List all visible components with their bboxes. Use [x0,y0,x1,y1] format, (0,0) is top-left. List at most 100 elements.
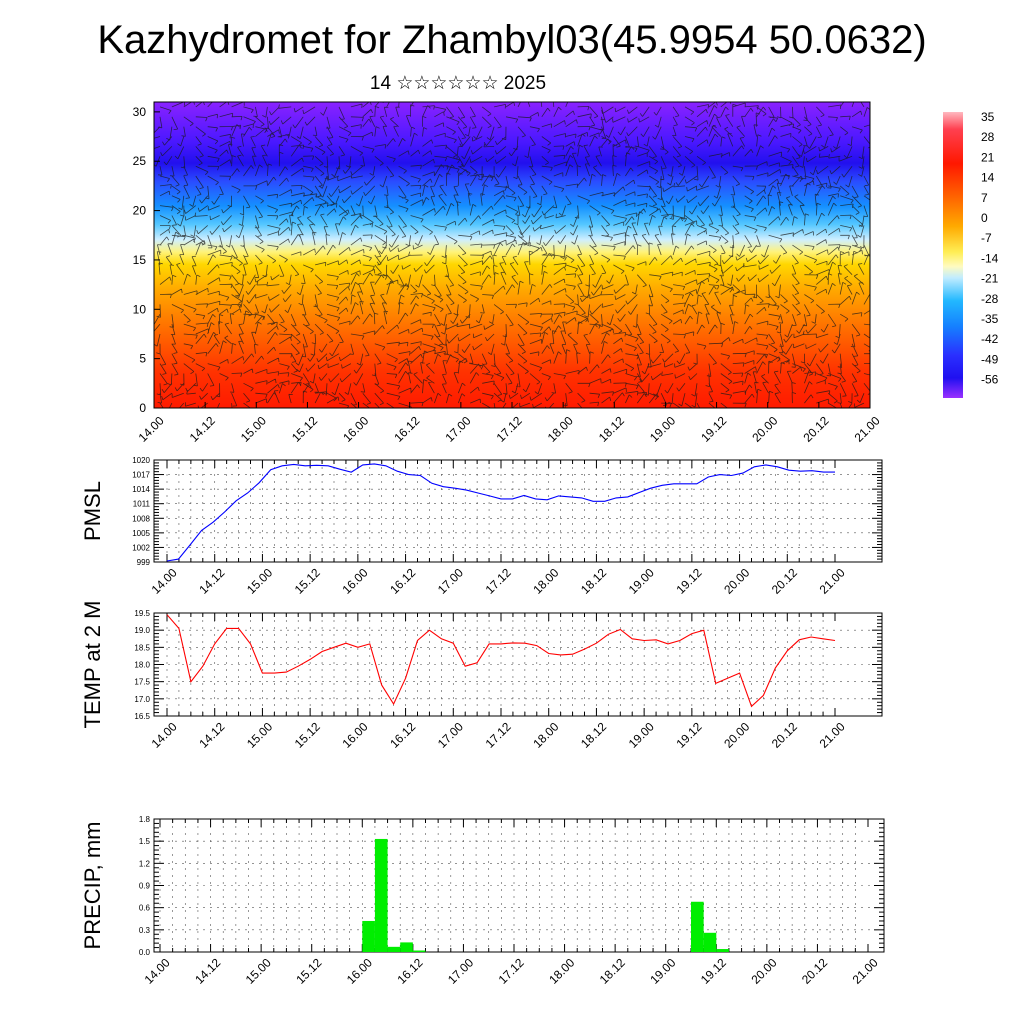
x-tick-label: 21.00 [817,719,848,750]
y-tick-label: 1.5 [139,837,151,846]
precip-bar [716,949,729,952]
x-tick-label: 20.12 [799,955,830,986]
panel-frame [153,459,883,563]
x-tick-label: 20.00 [748,955,779,986]
x-tick-label: 14.00 [142,955,173,986]
x-tick-label: 15.00 [243,955,274,986]
x-tick-label: 15.12 [289,413,320,444]
grid-lines [154,819,884,952]
x-tick-label: 21.00 [850,955,881,986]
x-tick-label: 15.00 [244,565,275,596]
y-tick-label: 19.5 [134,609,150,618]
y-tick-label: 1011 [133,500,151,509]
x-tick-label: 21.00 [852,413,883,444]
colorbar-label: -42 [981,332,999,346]
x-tick-label: 16.12 [391,413,422,444]
wind-barbs [154,102,870,408]
x-tick-label: 18.00 [530,719,561,750]
x-tick-label: 20.00 [749,413,780,444]
x-tick-label: 16.00 [344,955,375,986]
y-tick-label: 18.5 [134,643,150,652]
x-tick-label: 19.12 [698,413,729,444]
x-tick-label: 19.00 [626,565,657,596]
y-tick-label: 1008 [132,514,150,523]
y-tick-label: 1.2 [139,859,151,868]
y-tick-label: 20 [133,204,147,218]
x-tick-label: 17.00 [435,565,466,596]
x-tick-label: 14.00 [149,719,180,750]
x-tick-label: 20.00 [721,565,752,596]
x-tick-label: 15.12 [293,955,324,986]
precip-bar [400,942,413,952]
y-tick-label: 17.5 [134,678,150,687]
y-tick-label: 18.0 [134,661,150,670]
x-tick-label: 18.12 [578,565,609,596]
y-tick-label: 16.5 [134,712,150,721]
colorbar-label: -28 [981,292,999,306]
colorbar-label: 0 [981,211,988,225]
y-tick-label: 999 [137,558,151,567]
x-tick-label: 18.00 [546,955,577,986]
x-tick-label: 17.12 [494,413,525,444]
chart-title: Kazhydromet for Zhambyl03(45.9954 50.063… [97,18,927,62]
x-tick-label: 14.00 [136,413,167,444]
chart-subtitle: 14 ☆☆☆☆☆☆ 2025 [369,73,547,94]
x-tick-label: 18.12 [597,955,628,986]
heatmap-panel: 0 5 10 15 20 25 30 14.00 14.12 15.00 15.12 16.00 16.… [133,101,999,445]
y-tick-label: 1.8 [139,815,151,824]
precip-bar [374,838,388,952]
precip-panel: 0.0 0.3 0.6 0.9 1.2 1.5 1.8 14.00 14.12 15.00 15.1… [80,815,885,987]
x-tick-label: 15.00 [244,719,275,750]
x-tick-label: 16.00 [339,565,370,596]
y-tick-label: 1002 [132,543,150,552]
y-axis-label: PMSL [80,481,105,541]
y-tick-label: 19.0 [134,626,150,635]
x-tick-label: 20.12 [800,413,831,444]
x-tick-label: 21.00 [817,565,848,596]
x-tick-label: 19.00 [647,955,678,986]
y-tick-label: 30 [133,105,147,119]
grid-lines [154,613,882,716]
x-tick-label: 18.00 [545,413,576,444]
x-tick-label: 19.00 [626,719,657,750]
temp-2m-series-line [166,614,836,708]
y-tick-label: 0.0 [139,948,151,957]
x-tick-label: 18.12 [578,719,609,750]
y-axis-label: TEMP at 2 M [80,601,105,729]
y-tick-label: 17.0 [134,695,150,704]
x-tick-label: 20.00 [721,719,752,750]
x-tick-label: 16.12 [387,719,418,750]
colorbar-label: -21 [981,272,999,286]
x-tick-label: 16.00 [339,719,370,750]
y-axis-label: PRECIP, mm [80,822,105,950]
x-tick-label: 14.12 [187,413,218,444]
grid-lines [154,460,882,562]
colorbar-label: -56 [981,373,999,387]
x-tick-label: 15.12 [292,719,323,750]
y-tick-label: 10 [133,302,147,316]
x-tick-label: 17.12 [483,565,514,596]
x-tick-label: 14.12 [196,719,227,750]
y-tick-label: 1014 [132,485,150,494]
x-tick-label: 14.12 [196,565,227,596]
x-tick-label: 15.00 [238,413,269,444]
precip-bar [387,946,401,952]
x-tick-label: 14.00 [149,565,180,596]
colorbar-label: 35 [981,110,995,124]
colorbar-label: 7 [981,191,988,205]
y-tick-label: 25 [133,154,147,168]
colorbar [943,112,963,398]
wind-barb-path [154,102,870,408]
x-tick-label: 20.12 [769,719,800,750]
x-tick-label: 19.00 [647,413,678,444]
pmsl-series-line [166,463,835,562]
y-tick-label: 15 [133,253,147,267]
x-tick-label: 17.00 [445,955,476,986]
x-tick-label: 16.12 [394,955,425,986]
x-tick-label: 19.12 [673,719,704,750]
y-tick-label: 0.6 [139,904,151,913]
x-tick-label: 20.12 [769,565,800,596]
y-tick-label: 0.3 [139,926,151,935]
x-tick-label: 14.12 [192,955,223,986]
y-tick-label: 0.9 [139,882,151,891]
